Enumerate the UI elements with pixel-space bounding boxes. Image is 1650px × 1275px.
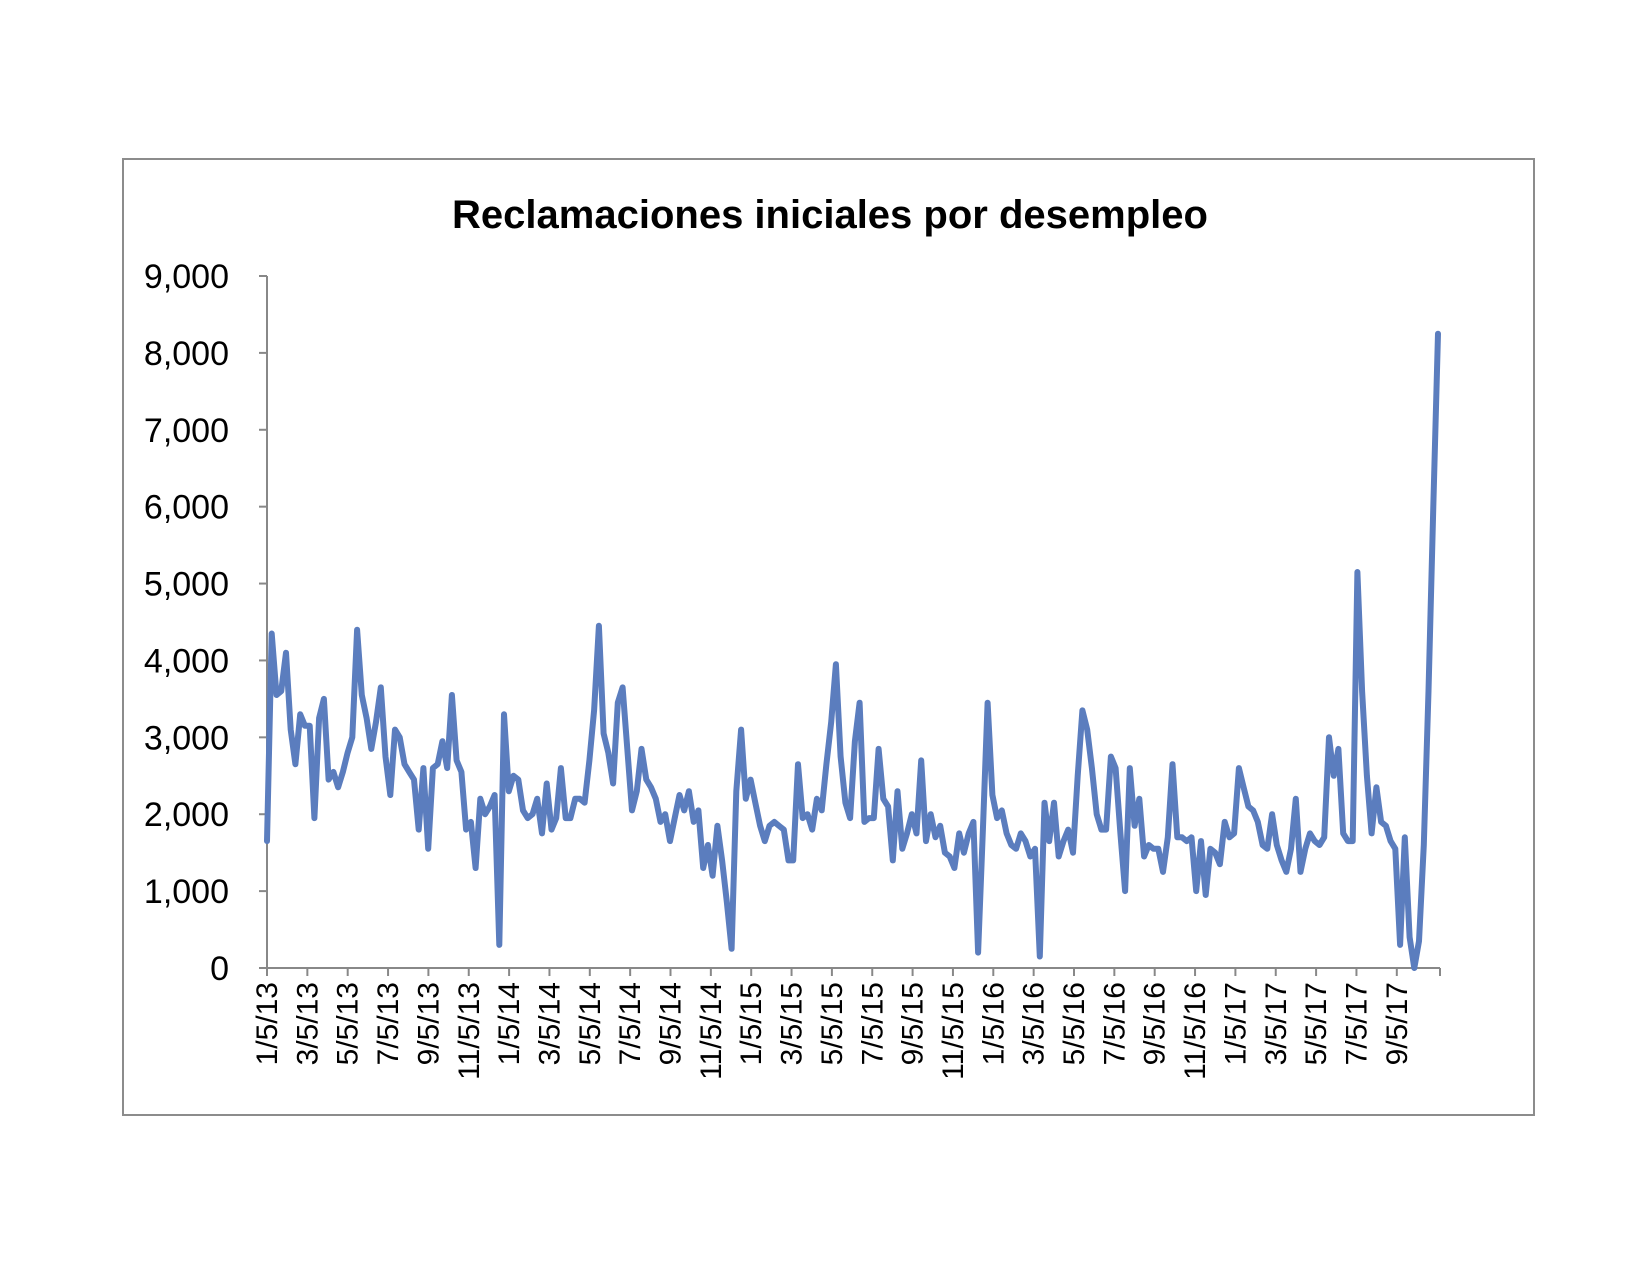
y-tick-label: 9,000	[144, 258, 229, 296]
x-tick-label: 7/5/16	[1098, 982, 1131, 1065]
x-tick-label: 7/5/13	[372, 982, 405, 1065]
y-tick-label: 3,000	[144, 719, 229, 757]
x-tick-label: 1/5/13	[251, 982, 284, 1065]
plot-area	[264, 330, 1441, 971]
chart-title: Reclamaciones iniciales por desempleo	[452, 193, 1208, 237]
y-tick-label: 0	[210, 950, 229, 988]
x-tick-label: 1/5/16	[977, 982, 1010, 1065]
x-tick-label: 3/5/13	[291, 982, 324, 1065]
x-tick-label: 9/5/16	[1139, 982, 1172, 1065]
y-tick-label: 1,000	[144, 873, 229, 911]
x-tick-label: 3/5/15	[776, 982, 809, 1065]
x-tick-label: 1/5/14	[493, 982, 526, 1065]
y-tick-label: 8,000	[144, 335, 229, 373]
x-tick-label: 11/5/15	[937, 982, 970, 1080]
y-tick-label: 5,000	[144, 566, 229, 604]
x-tick-label: 9/5/14	[655, 982, 688, 1065]
x-tick-label: 9/5/17	[1381, 982, 1414, 1065]
y-tick-label: 4,000	[144, 642, 229, 680]
x-tick-label: 5/5/15	[816, 982, 849, 1065]
x-tick-label: 11/5/13	[453, 982, 486, 1080]
x-tick-label: 9/5/15	[897, 982, 930, 1065]
x-tick-label: 1/5/17	[1219, 982, 1252, 1065]
x-tick-label: 3/5/17	[1260, 982, 1293, 1065]
x-tick-label: 3/5/16	[1018, 982, 1051, 1065]
x-tick-label: 5/5/13	[332, 982, 365, 1065]
x-tick-label: 3/5/14	[533, 982, 566, 1065]
x-tick-label: 7/5/17	[1340, 982, 1373, 1065]
y-tick-label: 2,000	[144, 796, 229, 834]
x-tick-label: 11/5/14	[695, 982, 728, 1080]
x-tick-label: 11/5/16	[1179, 982, 1212, 1080]
x-tick-label: 5/5/14	[574, 982, 607, 1065]
y-axis: 0 1,000 2,000 3,000 4,000 5,000 6,000 7,000 8,00…	[144, 258, 268, 988]
x-tick-label: 1/5/15	[735, 982, 768, 1065]
series-line	[264, 330, 1441, 971]
x-tick-label: 5/5/17	[1300, 982, 1333, 1065]
x-tick-label: 7/5/15	[856, 982, 889, 1065]
x-axis: 1/5/13 3/5/13 5/5/13 7/5/13 9/5/13 11/5/13 1/5…	[251, 967, 1441, 1080]
y-tick-label: 6,000	[144, 489, 229, 527]
line-chart: Reclamaciones iniciales por desempleo 01…	[144, 193, 1441, 1080]
x-tick-label: 9/5/13	[412, 982, 445, 1065]
x-tick-label: 7/5/14	[614, 982, 647, 1065]
y-tick-label: 7,000	[144, 412, 229, 450]
x-tick-label: 5/5/16	[1058, 982, 1091, 1065]
